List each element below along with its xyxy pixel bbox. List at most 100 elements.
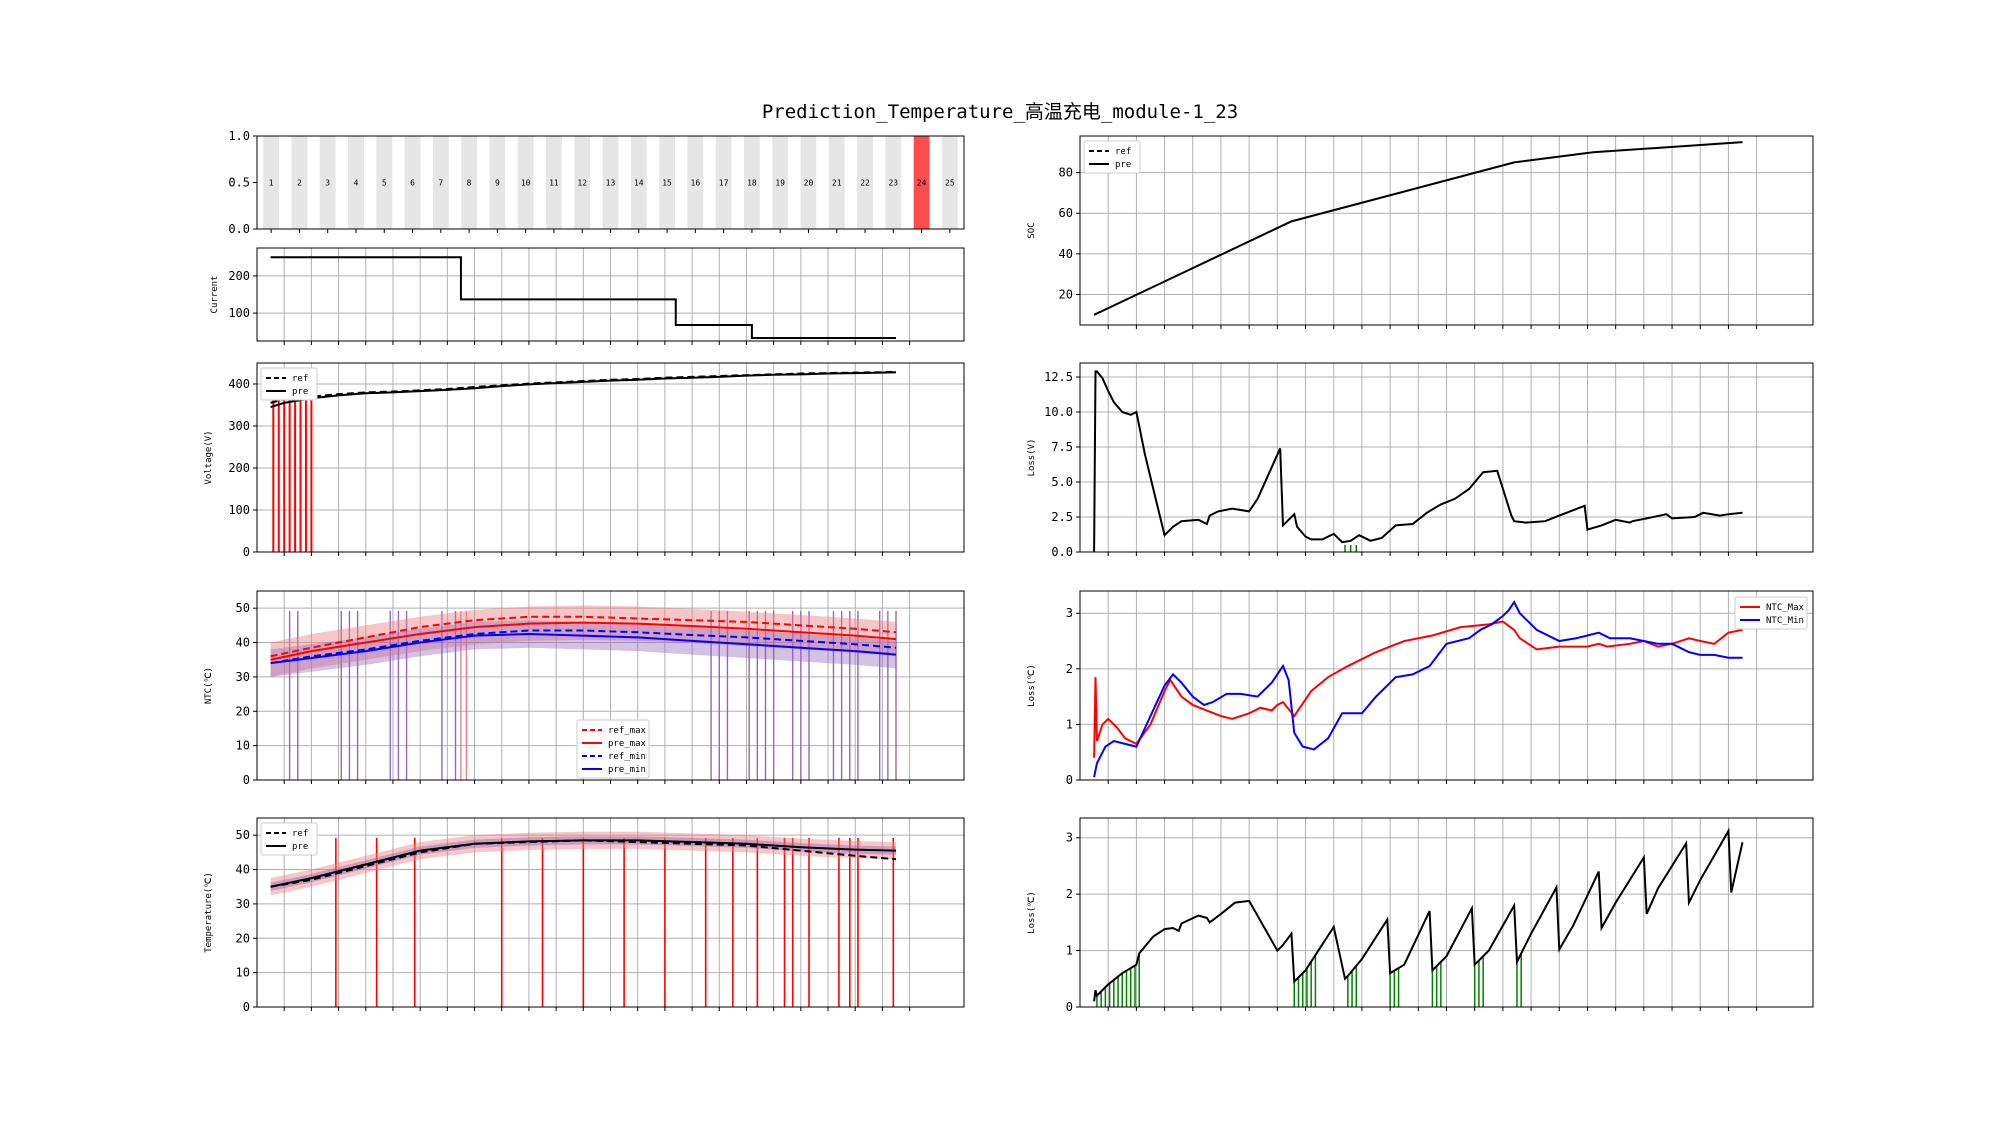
bar-13: [602, 136, 619, 229]
legend-label: pre: [292, 387, 308, 397]
bar-label-13: 13: [606, 179, 616, 188]
bar-label-23: 23: [888, 179, 898, 188]
bar-1: [263, 136, 280, 229]
y-tick-label: 2: [1066, 662, 1073, 676]
series-pre: [1093, 141, 1743, 316]
y-tick-label: 40: [1059, 247, 1073, 261]
y-tick-label: 400: [228, 377, 250, 391]
legend-label: ref: [1115, 147, 1131, 157]
y-tick-label: 1: [1066, 944, 1073, 958]
y-tick-label: 200: [228, 461, 250, 475]
temp-band-outer: [270, 831, 897, 896]
bar-24: [913, 136, 930, 229]
panel-voltage: 0 100 200 300 400 Voltage(V) ref pre: [204, 362, 965, 559]
axes-frame: [1079, 362, 1814, 553]
bar-label-7: 7: [438, 179, 443, 188]
legend-label: NTC_Max: [1766, 603, 1805, 613]
y-axis-label: Voltage(V): [204, 430, 214, 484]
y-tick-label: 1: [1066, 717, 1073, 731]
bar-11: [546, 136, 562, 229]
plot-area: [1080, 136, 1813, 325]
y-tick-label: 50: [236, 828, 250, 842]
bar-12: [574, 136, 591, 229]
bar-label-9: 9: [495, 179, 500, 188]
series-pre_min: [270, 632, 897, 665]
legend-box: [1083, 140, 1141, 174]
y-tick-label: 0.5: [228, 176, 250, 190]
series-loss: [1093, 370, 1743, 552]
y-tick-label: 0: [243, 1000, 250, 1014]
bar-14: [630, 136, 647, 229]
figure-title: Prediction_Temperature_高温充电_module-1_23: [762, 101, 1238, 123]
series-pre_max: [270, 621, 897, 661]
bar-label-10: 10: [521, 179, 531, 188]
ntc-max-band: [270, 605, 897, 677]
bar-25: [941, 136, 958, 229]
y-axis-label: SOC: [1027, 222, 1037, 238]
legend-label: ref: [292, 829, 308, 839]
panel-ntc-loss: 0 1 2 3 Loss(℃) NTC_Max NTC_Min: [1027, 590, 1814, 787]
bar-17: [715, 136, 732, 229]
bar-7: [432, 136, 449, 229]
y-tick-label: 2: [1066, 887, 1073, 901]
bar-label-14: 14: [634, 179, 644, 188]
y-tick-label: 7.5: [1051, 440, 1073, 454]
plot-area: [1080, 818, 1813, 1007]
y-axis-label: NTC(℃): [204, 667, 214, 704]
bar-4: [348, 136, 364, 229]
y-axis-label: Current: [210, 276, 220, 314]
bar-label-16: 16: [691, 179, 701, 188]
y-tick-label: 300: [228, 419, 250, 433]
legend-label: pre: [1115, 160, 1131, 170]
y-tick-label: 0: [1066, 1000, 1073, 1014]
bar-10: [517, 136, 534, 229]
y-tick-label: 40: [236, 636, 250, 650]
bar-6: [404, 136, 421, 229]
panel-ntc: 0 10 20 30 40 50 NTC(℃) ref_max pre_max ref_minpr…: [204, 590, 965, 787]
bar-21: [828, 136, 845, 229]
legend-label: pre_min: [608, 765, 646, 775]
y-axis-label: Temperature(℃): [204, 872, 214, 953]
y-tick-label: 12.5: [1044, 370, 1073, 384]
axes-frame: [256, 590, 965, 781]
y-tick-label: 5.0: [1051, 475, 1073, 489]
series-pre: [270, 839, 897, 888]
plot-area: [257, 248, 964, 341]
bar-label-15: 15: [662, 179, 672, 188]
legend-label: NTC_Min: [1766, 616, 1804, 626]
bar-22: [857, 136, 873, 229]
y-tick-label: 10: [236, 966, 250, 980]
series-ref_min: [270, 629, 897, 665]
axes-frame: [1079, 135, 1814, 326]
y-tick-label: 100: [228, 503, 250, 517]
bar-label-2: 2: [297, 179, 302, 188]
ntc-min-band: [270, 620, 897, 677]
y-tick-label: 20: [236, 704, 250, 718]
axes-frame: [256, 135, 965, 230]
y-tick-label: 60: [1059, 206, 1073, 220]
bar-label-21: 21: [832, 179, 842, 188]
y-tick-label: 0: [1066, 773, 1073, 787]
axes-frame: [1079, 590, 1814, 781]
panel-voltage-loss: 0.0 2.5 5.0 7.5 10.0 12.5 Loss(V): [1027, 362, 1814, 559]
plot-area: [257, 363, 964, 552]
legend-label: ref_min: [608, 752, 646, 762]
panel-soc: 20 40 60 80 SOC ref pre: [1027, 135, 1814, 329]
axes-frame: [256, 817, 965, 1008]
panel-current: 100 200 Current: [210, 247, 965, 345]
y-tick-label: 0.0: [1051, 545, 1073, 559]
bar-label-4: 4: [354, 179, 359, 188]
legend-box: [260, 367, 318, 401]
legend-label: pre_max: [608, 739, 647, 749]
bar-label-20: 20: [804, 179, 814, 188]
series-ref_max: [270, 615, 897, 658]
legend-box: [260, 822, 318, 856]
bar-label-11: 11: [549, 179, 559, 188]
legend-label: ref: [292, 374, 308, 384]
y-tick-label: 2.5: [1051, 510, 1073, 524]
bar-label-5: 5: [382, 179, 387, 188]
y-axis-label: Loss(V): [1027, 439, 1037, 477]
series-loss: [1093, 827, 1744, 1002]
y-tick-label: 0.0: [228, 222, 250, 236]
